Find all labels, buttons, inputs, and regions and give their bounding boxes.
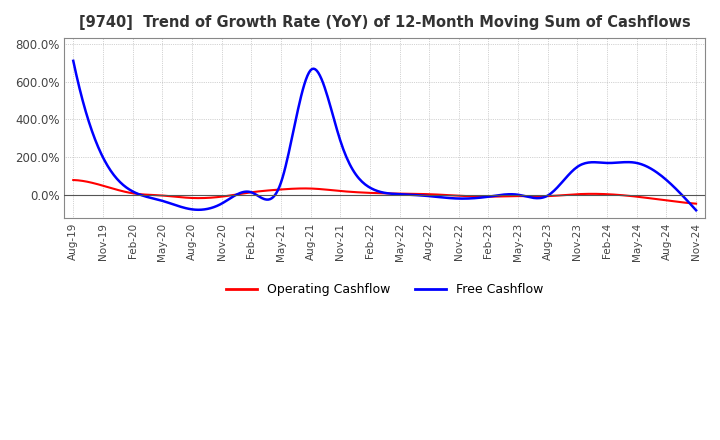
Operating Cashflow xyxy=(69,177,78,183)
Free Cashflow xyxy=(69,58,78,63)
Operating Cashflow xyxy=(272,187,281,192)
Free Cashflow xyxy=(272,191,281,196)
Free Cashflow xyxy=(144,194,153,200)
Free Cashflow xyxy=(315,73,324,78)
Operating Cashflow xyxy=(144,192,153,198)
Free Cashflow xyxy=(692,208,701,213)
Line: Free Cashflow: Free Cashflow xyxy=(73,61,696,210)
Title: [9740]  Trend of Growth Rate (YoY) of 12-Month Moving Sum of Cashflows: [9740] Trend of Growth Rate (YoY) of 12-… xyxy=(78,15,690,30)
Operating Cashflow xyxy=(692,201,701,206)
Free Cashflow xyxy=(521,194,530,199)
Line: Operating Cashflow: Operating Cashflow xyxy=(73,180,696,204)
Operating Cashflow xyxy=(518,194,527,199)
Operating Cashflow xyxy=(461,194,469,199)
Operating Cashflow xyxy=(315,187,324,192)
Operating Cashflow xyxy=(521,194,530,199)
Free Cashflow xyxy=(461,196,469,201)
Legend: Operating Cashflow, Free Cashflow: Operating Cashflow, Free Cashflow xyxy=(220,279,549,301)
Free Cashflow xyxy=(518,193,527,198)
